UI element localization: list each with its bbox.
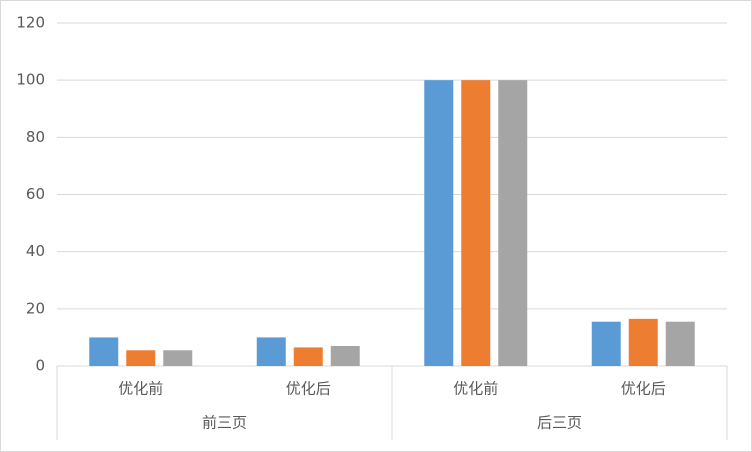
bar xyxy=(293,347,323,366)
y-tick-label: 60 xyxy=(26,185,45,203)
y-tick-label: 40 xyxy=(26,242,45,260)
bar xyxy=(163,350,193,366)
x-tick-label: 优化后 xyxy=(621,380,666,398)
x-tick-label: 优化前 xyxy=(453,380,498,398)
bar xyxy=(498,80,528,367)
y-tick-label: 20 xyxy=(26,299,45,317)
x-tick-label: 优化前 xyxy=(118,380,163,398)
group-label: 后三页 xyxy=(537,414,582,432)
bar xyxy=(330,345,360,366)
y-tick-label: 100 xyxy=(16,71,45,89)
bar xyxy=(591,321,621,366)
x-tick-label: 优化后 xyxy=(286,380,331,398)
group-label: 前三页 xyxy=(202,414,247,432)
y-tick-label: 120 xyxy=(16,14,45,32)
bar xyxy=(89,337,119,366)
bar xyxy=(256,337,286,366)
bar xyxy=(628,318,658,366)
bar xyxy=(665,321,695,366)
y-tick-label: 80 xyxy=(26,128,45,146)
y-tick-label: 0 xyxy=(35,357,45,375)
bar xyxy=(424,80,454,367)
bar xyxy=(461,80,491,367)
bar xyxy=(126,350,156,366)
